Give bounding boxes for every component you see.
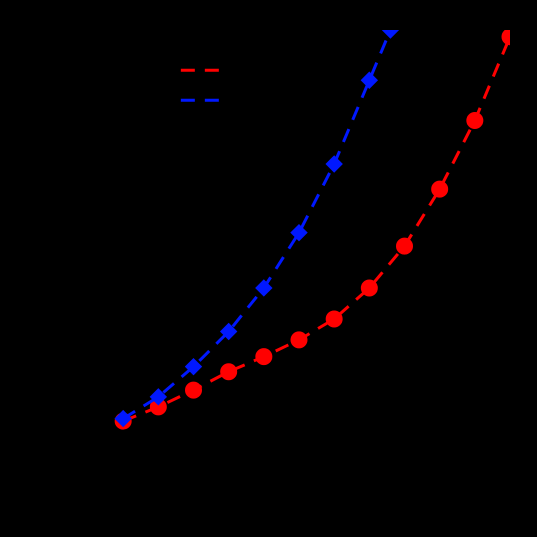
marker-circle xyxy=(326,311,342,327)
marker-circle xyxy=(502,29,518,45)
marker-circle xyxy=(186,382,202,398)
marker-circle xyxy=(397,238,413,254)
legend-label: Zel xyxy=(237,89,264,111)
marker-diamond xyxy=(256,280,272,296)
x-tick-label: 0.20 xyxy=(424,438,456,458)
y-tick-label: 0.08 xyxy=(49,355,81,375)
plot-area xyxy=(115,22,518,429)
y-tick-label: 0.48 xyxy=(49,20,81,40)
marker-diamond xyxy=(291,225,307,241)
marker-diamond xyxy=(326,156,342,172)
marker-diamond xyxy=(382,22,398,38)
marker-circle xyxy=(467,112,483,128)
line-chart: 0.000.040.080.120.160.200.240.000.080.16… xyxy=(0,0,537,537)
x-tick-label: 0.12 xyxy=(283,438,315,458)
x-axis-label: k (h/Mpc) xyxy=(255,464,344,489)
y-axis-label: k3 P(k) / 2π2 xyxy=(10,177,35,285)
marker-circle xyxy=(291,332,307,348)
x-tick-label: 0.24 xyxy=(494,438,526,458)
x-tick-label: 0.16 xyxy=(354,438,386,458)
marker-diamond xyxy=(361,72,377,88)
marker-circle xyxy=(361,280,377,296)
marker-circle xyxy=(256,349,272,365)
y-tick-label: 0.16 xyxy=(49,288,81,308)
marker-circle xyxy=(432,181,448,197)
y-tick-label: 0.24 xyxy=(49,221,81,241)
marker-circle xyxy=(221,364,237,380)
y-tick-label: 0.40 xyxy=(49,87,81,107)
y-tick-label: 0.00 xyxy=(49,422,81,442)
legend-label: Linear xyxy=(237,59,290,81)
x-tick-label: 0.04 xyxy=(143,438,175,458)
series-line-linear xyxy=(123,37,510,421)
x-tick-label: 0.08 xyxy=(213,438,245,458)
y-tick-label: 0.32 xyxy=(49,154,81,174)
